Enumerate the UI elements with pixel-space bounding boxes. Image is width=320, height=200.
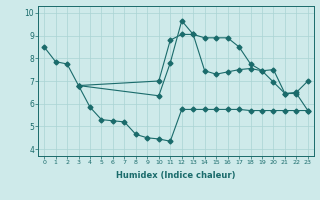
X-axis label: Humidex (Indice chaleur): Humidex (Indice chaleur) bbox=[116, 171, 236, 180]
